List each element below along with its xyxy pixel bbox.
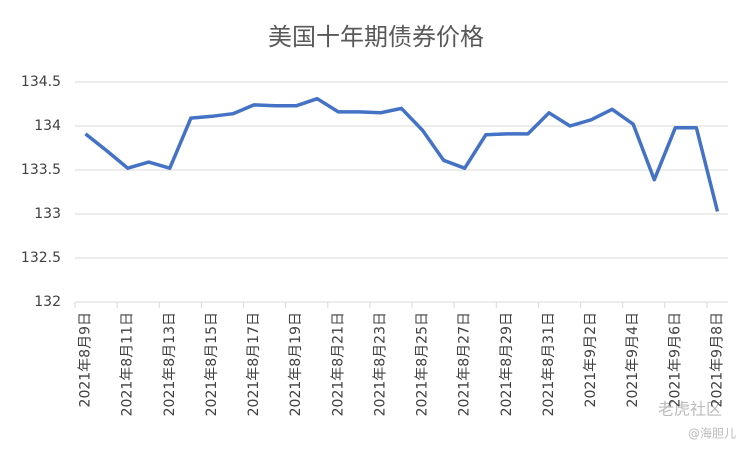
watermark: @海胆儿: [688, 426, 736, 441]
x-tick-label: 2021年9月6日: [667, 312, 683, 407]
x-tick-label: 2021年8月13日: [162, 312, 178, 416]
x-tick-label: 2021年8月25日: [415, 312, 431, 416]
y-tick-label: 132: [34, 294, 61, 310]
y-tick-label: 133.5: [21, 162, 61, 178]
y-tick-label: 134: [34, 118, 61, 134]
x-tick-label: 2021年8月17日: [246, 312, 262, 416]
x-tick-label: 2021年9月8日: [709, 312, 725, 407]
x-tick-label: 2021年8月21日: [330, 312, 346, 416]
x-tick-label: 2021年8月29日: [499, 312, 515, 416]
x-tick-label: 2021年8月9日: [78, 312, 94, 407]
watermark: 老虎社区: [658, 400, 722, 419]
x-tick-label: 2021年8月19日: [288, 312, 304, 416]
y-tick-label: 133: [34, 206, 61, 222]
line-series: [84, 96, 720, 212]
x-tick-label: 2021年8月15日: [204, 312, 220, 416]
x-tick-label: 2021年8月31日: [541, 312, 557, 416]
x-tick-label: 2021年9月2日: [583, 312, 599, 407]
chart-title: 美国十年期债券价格: [268, 23, 484, 51]
y-tick-label: 134.5: [21, 74, 61, 90]
x-tick-label: 2021年9月4日: [625, 312, 641, 407]
y-tick-label: 132.5: [21, 250, 61, 266]
x-tick-label: 2021年8月23日: [372, 312, 388, 416]
x-tick-label: 2021年8月27日: [457, 312, 473, 416]
x-tick-label: 2021年8月11日: [120, 312, 136, 416]
